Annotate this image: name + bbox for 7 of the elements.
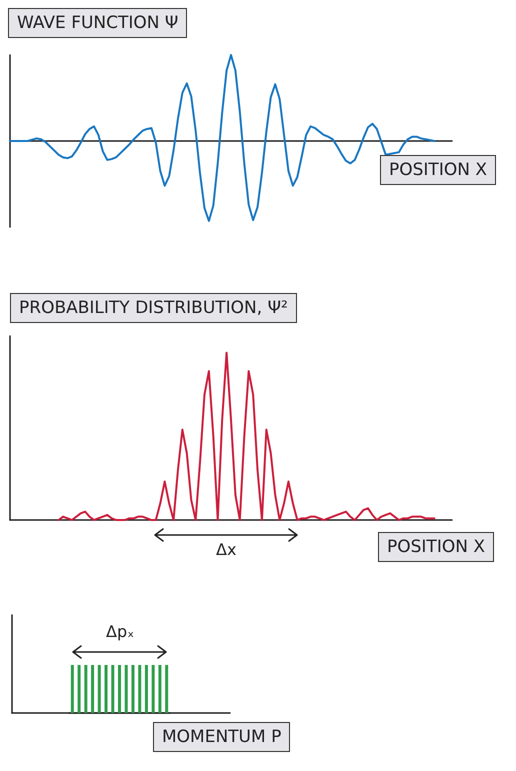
text: Δpₓ (106, 622, 134, 641)
x-axis-title: MOMENTUM P (153, 722, 290, 752)
chart-title: WAVE FUNCTION Ψ (8, 8, 188, 38)
text: Δx (216, 540, 236, 559)
chart-title: PROBABILITY DISTRIBUTION, Ψ² (10, 293, 297, 323)
x-axis-title: POSITION X (378, 532, 494, 562)
x-axis-title: POSITION X (380, 155, 496, 185)
